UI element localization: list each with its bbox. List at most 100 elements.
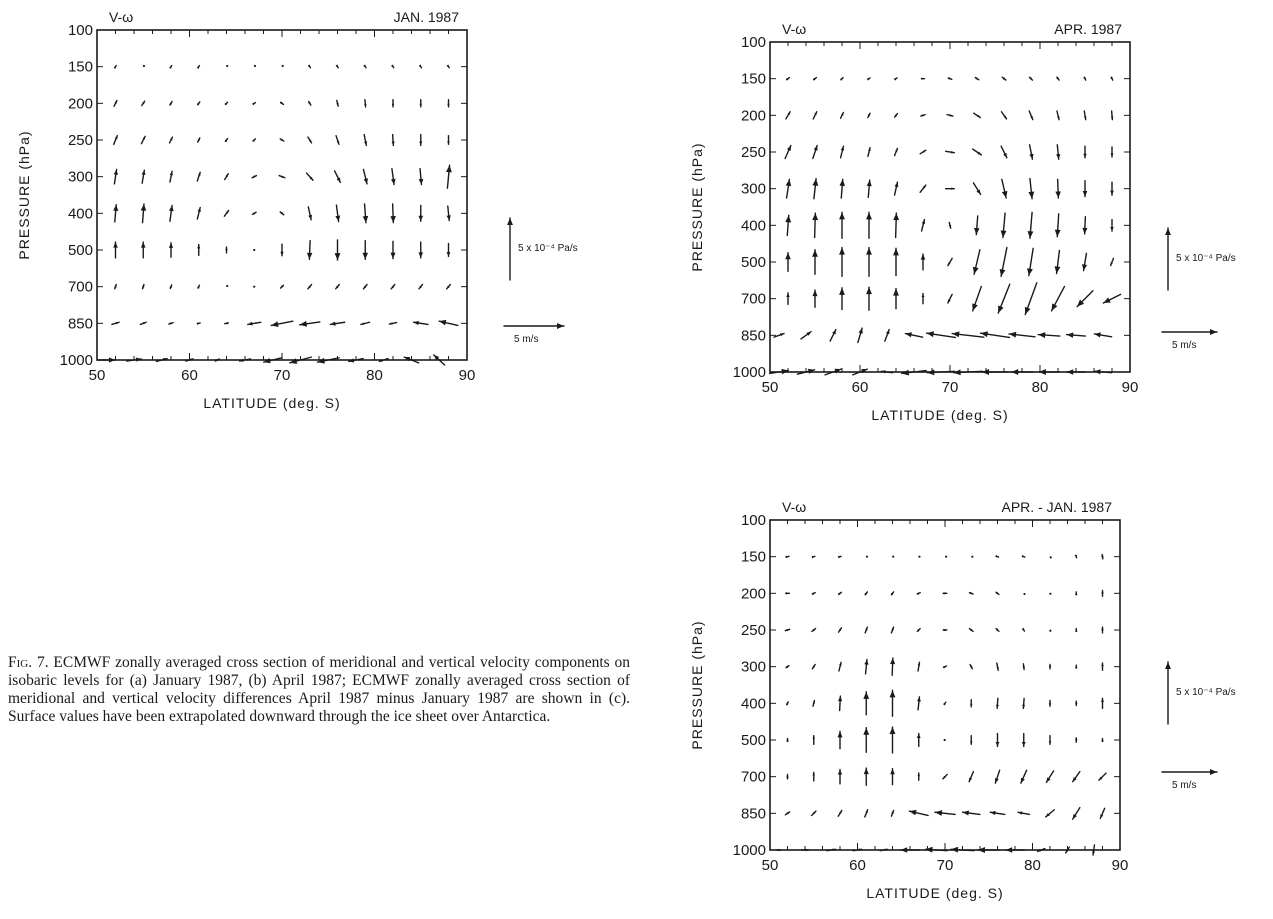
vector-head: [813, 145, 818, 151]
vector-arrow: [1010, 369, 1034, 375]
vector-arrow: [879, 848, 889, 852]
vector-arrow: [1004, 847, 1026, 853]
vector-head: [980, 331, 988, 338]
vector-head: [962, 810, 969, 816]
vector-head: [995, 741, 1000, 747]
y-tick-label: 1000: [60, 352, 93, 369]
vector-arrow: [139, 321, 147, 326]
vector-arrow: [113, 241, 118, 259]
x-tick-label: 70: [274, 367, 291, 384]
x-tick-label: 60: [852, 379, 869, 396]
vector-head: [418, 215, 424, 222]
vector-arrow: [837, 591, 843, 596]
vector-arrow: [391, 133, 395, 147]
vector-arrow: [307, 206, 313, 221]
vector-head: [1001, 190, 1008, 199]
vector-arrow: [1092, 844, 1096, 856]
vector-head: [224, 321, 228, 325]
y-tick-label: 400: [68, 205, 93, 222]
vector-head: [289, 358, 298, 364]
vector-head: [866, 180, 872, 187]
vector-head: [1110, 153, 1114, 158]
vector-head: [786, 738, 789, 742]
y-tick-label: 300: [741, 181, 766, 198]
vector-head: [197, 137, 200, 142]
vector-head: [317, 357, 325, 364]
vector-head: [1005, 847, 1013, 853]
vector-head: [418, 64, 422, 68]
vector-arrow: [196, 137, 201, 143]
vector-arrow: [225, 246, 228, 254]
vector-arrow: [1056, 110, 1060, 121]
vector-head: [108, 357, 116, 363]
vector-head: [390, 252, 396, 259]
vector-arrow: [1036, 847, 1046, 853]
vector-arrow: [893, 112, 899, 118]
vector-arrow: [950, 846, 975, 853]
vector-arrow: [223, 173, 230, 181]
vector-arrow: [391, 64, 395, 69]
vector-head: [977, 847, 985, 853]
key-omega-label: 5 x 10⁻⁴ Pa/s: [1176, 687, 1236, 698]
vector-arrow: [971, 555, 974, 558]
vector-head: [1021, 627, 1025, 632]
vector-arrow: [1000, 111, 1008, 120]
vector-head: [785, 252, 791, 260]
vector-arrow: [890, 809, 895, 817]
vector-head: [113, 169, 118, 175]
vector-head: [1082, 191, 1088, 197]
vector-arrow: [307, 64, 312, 69]
vector-head: [362, 215, 369, 223]
vector-head: [949, 114, 953, 117]
vector-arrow: [251, 211, 257, 216]
vector-head: [141, 101, 145, 105]
vector-arrow: [196, 206, 201, 220]
vector-head: [858, 328, 863, 334]
vector-arrow: [839, 287, 845, 311]
vector-arrow: [916, 732, 921, 748]
vector-head: [1100, 814, 1104, 819]
vector-arrow: [785, 178, 792, 199]
vector-arrow: [1022, 697, 1026, 710]
vector-head: [881, 370, 886, 374]
vector-head: [901, 369, 910, 376]
vector-arrow: [196, 64, 201, 69]
vector-arrow: [298, 320, 321, 327]
vector-arrow: [1101, 626, 1104, 634]
vector-arrow: [279, 211, 285, 216]
x-tick-label: 90: [459, 367, 476, 384]
vector-head: [786, 77, 790, 81]
vector-arrow: [944, 187, 956, 190]
y-tick-label: 700: [741, 769, 766, 786]
vector-arrow: [333, 170, 342, 184]
vector-head: [864, 591, 868, 596]
vector-head: [1048, 741, 1052, 745]
vector-arrow: [948, 221, 952, 229]
vector-head: [391, 64, 394, 68]
vector-arrow: [892, 555, 895, 558]
vector-head: [252, 138, 256, 142]
vector-head: [1011, 369, 1019, 375]
vector-arrow: [433, 354, 446, 366]
vector-head: [379, 359, 383, 362]
vector-head: [785, 701, 789, 706]
vector-head: [307, 285, 311, 289]
vector-field: [96, 64, 459, 366]
vector-arrow: [1074, 554, 1078, 559]
vector-head: [225, 210, 229, 214]
vector-head: [114, 100, 117, 104]
vector-head: [168, 242, 174, 248]
vector-arrow: [971, 285, 983, 312]
y-tick-label: 300: [68, 169, 93, 186]
vector-head: [419, 141, 423, 146]
vector-head: [363, 141, 368, 146]
vector-arrow: [944, 150, 956, 154]
y-tick-label: 250: [68, 132, 93, 149]
key-omega-label: 5 x 10⁻⁴ Pa/s: [1176, 253, 1236, 264]
vector-head: [507, 218, 513, 225]
vector-head: [446, 285, 450, 289]
vector-head: [1110, 116, 1114, 120]
vector-arrow: [866, 211, 872, 239]
vector-arrow: [942, 592, 948, 595]
vector-arrow: [114, 283, 117, 290]
